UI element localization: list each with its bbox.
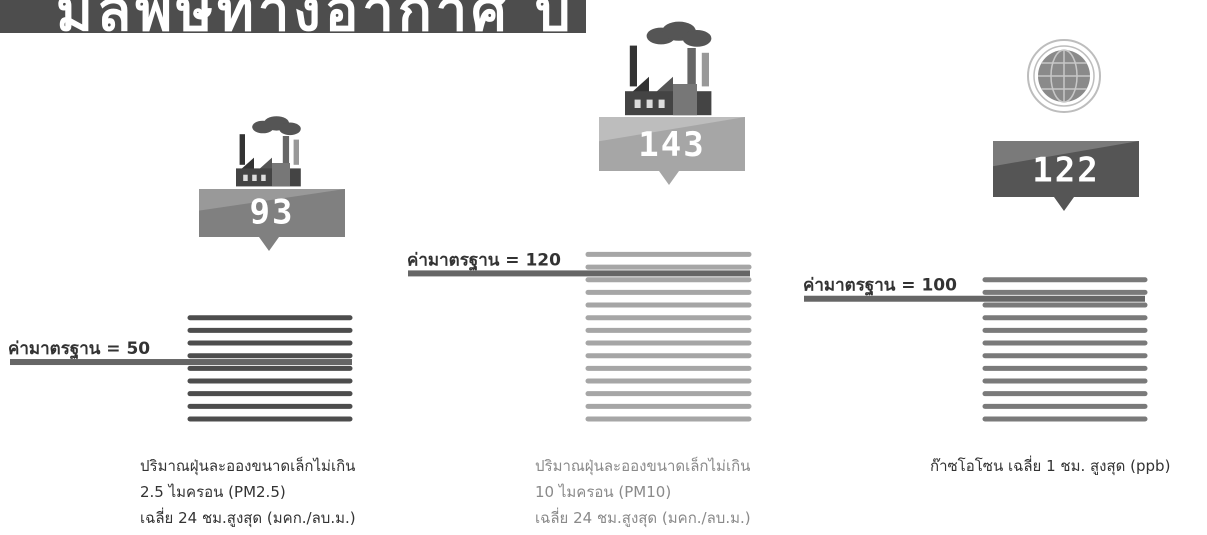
caption-line: 2.5 ไมครอน (PM2.5) [140,483,286,501]
chimney [293,139,299,165]
chimney [701,52,709,87]
value-label: 93 [250,193,295,233]
standard-label: ค่ามาตรฐาน = 50 [8,339,150,360]
value-callout-highlight [199,189,345,211]
factory-window [658,99,665,108]
factory-icon [625,21,712,116]
caption-line: เฉลี่ย 24 ชม.สูงสุด (มคก./ลบ.ม.) [535,509,751,527]
factory-window [646,99,653,108]
caption-line: ก๊าซโอโซน เฉลี่ย 1 ชม. สูงสุด (ppb) [930,457,1171,475]
value-label: 143 [638,125,705,165]
factory-icon [236,116,301,187]
caption-ozone: ก๊าซโอโซน เฉลี่ย 1 ชม. สูงสุด (ppb) [930,453,1170,479]
indicator-group-2: ค่ามาตรฐาน = 100 122 [803,39,1148,422]
factory-block [673,84,697,116]
chimney [239,134,245,165]
chimney [687,48,696,87]
globe-ring [1027,39,1101,113]
page-title: มลพิษทางอากาศ ปี 2559 [56,0,586,33]
chimney [629,45,637,87]
standard-line [804,295,1145,302]
caption-pm25: ปริมาณฝุ่นละอองขนาดเล็กไม่เกิน 2.5 ไมครอ… [140,453,356,531]
globe-ring [1033,45,1095,107]
value-callout-highlight [993,141,1139,167]
value-label: 122 [1032,150,1099,190]
factory-window [261,174,266,181]
indicator-group-1: ค่ามาตรฐาน = 120 143 [407,21,752,422]
smoke-cloud [682,30,712,47]
caption-line: เฉลี่ย 24 ชม.สูงสุด (มคก./ลบ.ม.) [140,509,356,527]
value-callout-highlight [599,117,745,142]
caption-pm10: ปริมาณฝุ่นละอองขนาดเล็กไม่เกิน 10 ไมครอน… [535,453,751,531]
factory-window [252,174,257,181]
globe-icon [1027,39,1101,113]
caption-line: ปริมาณฝุ่นละอองขนาดเล็กไม่เกิน [140,457,356,475]
factory-block [272,163,290,187]
standard-line [10,359,352,366]
standard-label: ค่ามาตรฐาน = 120 [407,250,561,271]
indicator-group-0: ค่ามาตรฐาน = 50 93 [8,116,353,422]
factory-window [243,174,248,181]
standard-line [408,270,750,277]
title-banner: มลพิษทางอากาศ ปี 2559 [0,0,586,33]
chimney [282,136,290,165]
caption-line: ปริมาณฝุ่นละอองขนาดเล็กไม่เกิน [535,457,751,475]
smoke-cloud [279,122,301,136]
factory-window [634,99,641,108]
caption-line: 10 ไมครอน (PM10) [535,483,672,501]
standard-label: ค่ามาตรฐาน = 100 [803,276,957,297]
